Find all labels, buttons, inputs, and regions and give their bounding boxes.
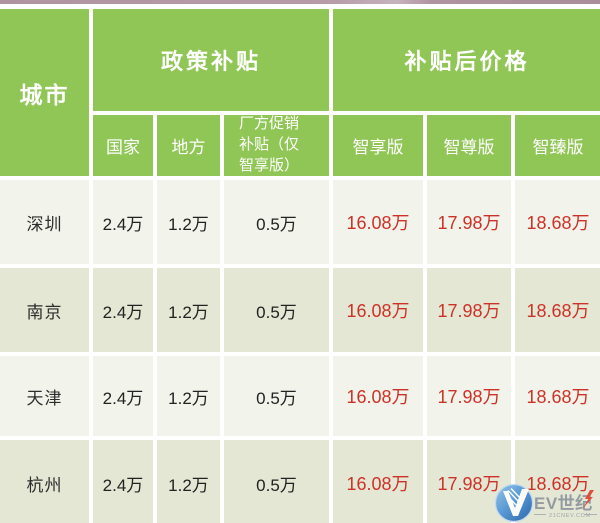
price-cell: 17.98万 (427, 356, 511, 436)
price-cell: 17.98万 (427, 180, 511, 264)
value-cell: 2.4万 (93, 180, 153, 264)
city-cell: 杭州 (0, 440, 89, 523)
ev-century-watermark: EV世纪 21CNEV.COM (492, 481, 600, 523)
ev-logo-brand-text: EV世纪 (534, 493, 593, 513)
value-cell: 2.4万 (93, 268, 153, 352)
price-cell: 18.68万 (515, 180, 600, 264)
price-cell: 16.08万 (333, 268, 423, 352)
value-cell: 1.2万 (157, 180, 220, 264)
city-cell: 深圳 (0, 180, 89, 264)
subheader-trim-zhizhen: 智臻版 (515, 115, 600, 176)
value-cell: 1.2万 (157, 356, 220, 436)
price-cell: 17.98万 (427, 440, 511, 523)
value-cell: 1.2万 (157, 268, 220, 352)
subheader-trim-zhixiang: 智享版 (333, 115, 423, 176)
city-cell: 南京 (0, 268, 89, 352)
value-cell: 0.5万 (224, 268, 329, 352)
value-cell: 2.4万 (93, 356, 153, 436)
price-cell: 17.98万 (427, 268, 511, 352)
value-cell: 0.5万 (224, 440, 329, 523)
ev-logo-circle-icon (494, 483, 534, 523)
subheader-factory-promo: 厂方促销补贴（仅智享版） (224, 115, 329, 176)
value-cell: 2.4万 (93, 440, 153, 523)
photo-edge-top (0, 0, 600, 4)
price-cell: 18.68万 (515, 268, 600, 352)
photo-edge-left (0, 0, 9, 266)
value-cell: 0.5万 (224, 180, 329, 264)
subheader-local: 地方 (157, 115, 220, 176)
value-cell: 1.2万 (157, 440, 220, 523)
subsidy-price-table: 城市 政策补贴 补贴后价格 国家 地方 厂方促销补贴（仅智享版） 智享版 智尊版… (0, 9, 600, 523)
price-cell: 16.08万 (333, 180, 423, 264)
ev-logo-site-text: 21CNEV.COM (549, 513, 591, 519)
ev-logo-graphic: EV世纪 21CNEV.COM (494, 483, 597, 523)
header-cell-city: 城市 (0, 9, 89, 176)
group-header-policy-subsidy: 政策补贴 (93, 9, 329, 111)
subheader-factory-promo-text: 厂方促销补贴（仅智享版） (239, 115, 300, 174)
city-cell: 天津 (0, 356, 89, 436)
group-header-price-after-subsidy: 补贴后价格 (333, 9, 600, 111)
lightning-bolt-icon (582, 490, 594, 509)
value-cell: 0.5万 (224, 356, 329, 436)
subheader-trim-zhizun: 智尊版 (427, 115, 511, 176)
subheader-national: 国家 (93, 115, 153, 176)
price-cell: 18.68万 (515, 356, 600, 436)
price-cell: 16.08万 (333, 356, 423, 436)
price-cell: 16.08万 (333, 440, 423, 523)
